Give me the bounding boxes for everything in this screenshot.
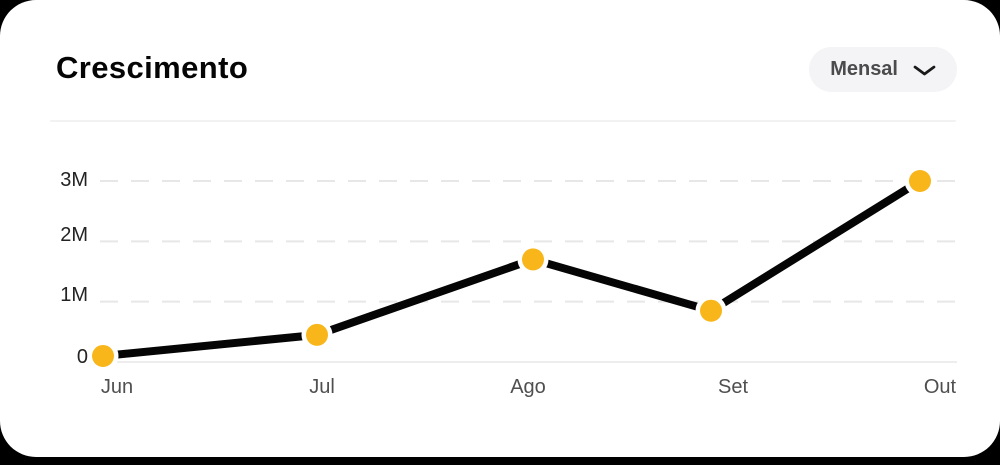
x-axis-label-jul: Jul — [309, 376, 335, 398]
period-dropdown[interactable]: Mensal — [809, 47, 957, 92]
y-axis-tick-3m: 3M — [60, 169, 88, 191]
x-axis-label-jun: Jun — [100, 376, 134, 398]
chevron-down-icon — [913, 65, 936, 76]
x-axis-label-out: Out — [923, 376, 957, 398]
x-axis-label-ago: Ago — [510, 376, 546, 398]
y-axis-tick-1m: 1M — [60, 284, 88, 306]
header-divider — [50, 120, 956, 122]
period-dropdown-label: Mensal — [830, 58, 898, 80]
y-axis-tick-0: 0 — [76, 346, 88, 368]
page-title: Crescimento — [56, 50, 249, 85]
y-axis-tick-2m: 2M — [60, 224, 88, 246]
x-axis-label-set: Set — [717, 376, 749, 398]
